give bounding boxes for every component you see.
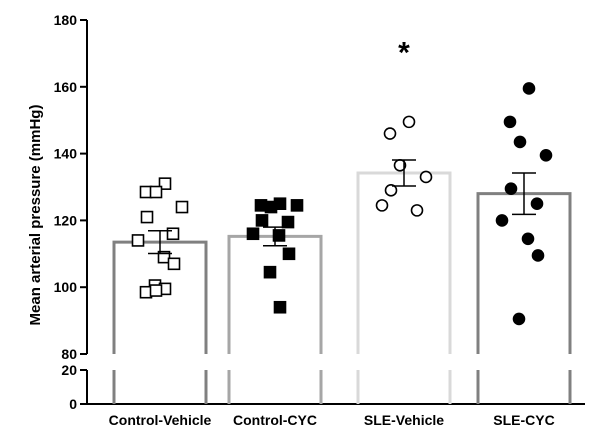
data-point [402,115,416,129]
data-point [375,199,389,212]
data-point [140,210,154,224]
data-point [272,229,286,242]
error-bar [392,159,416,187]
x-tick-label: SLE-CYC [493,412,554,428]
axes: 80 100 120 140 160 180 0 20 [54,12,585,412]
data-point [131,234,145,247]
data-points [131,82,553,326]
error-bar [263,226,287,247]
annotations: * [398,37,410,70]
y-tick-label: 80 [61,346,77,362]
data-point [503,115,517,129]
data-point [157,250,171,264]
data-point [504,182,518,195]
data-point [282,247,296,261]
data-point [521,232,535,246]
x-tick-label: Control-Vehicle [109,412,212,428]
data-point [273,300,287,314]
data-point [175,200,189,214]
data-point [384,184,398,197]
data-point [539,148,553,162]
data-point [522,82,536,95]
y-axis-label: Mean arterial pressure (mmHg) [27,105,44,326]
data-point [495,214,509,227]
data-point [255,214,269,227]
x-tick-label: SLE-Vehicle [364,412,444,428]
data-point [531,249,545,262]
data-point [290,199,304,212]
data-point [530,197,544,210]
bar-upper [356,171,452,354]
error-bars [148,159,536,255]
y-tick-label: 180 [54,12,78,28]
bar [227,234,323,404]
data-point [149,185,163,199]
bar [356,171,452,404]
bar-upper [476,192,572,354]
data-point [263,265,277,279]
x-axis-labels: Control-Vehicle Control-CYC SLE-Vehicle SLE… [109,412,555,428]
bar [112,240,208,404]
error-bar [512,172,536,216]
y-tick-label: 0 [69,396,77,412]
data-point [419,170,433,184]
data-point [281,215,295,229]
y-tick-label: 160 [54,79,78,95]
y-tick-label: 20 [61,362,77,378]
y-tick-label: 140 [54,146,78,162]
data-point [167,257,181,271]
data-point [513,135,527,149]
data-point [149,284,163,297]
y-tick-label: 120 [54,212,78,228]
x-tick-label: Control-CYC [233,412,317,428]
error-bar [148,230,172,255]
y-tick-label: 100 [54,279,78,295]
data-point [246,227,260,241]
data-point [410,204,424,217]
data-point [166,227,180,241]
bar-upper [227,234,323,354]
significance-marker: * [398,37,410,70]
data-point [158,177,172,190]
bar [476,192,572,404]
data-point [512,312,526,326]
data-point [383,127,397,140]
data-point [264,200,278,214]
